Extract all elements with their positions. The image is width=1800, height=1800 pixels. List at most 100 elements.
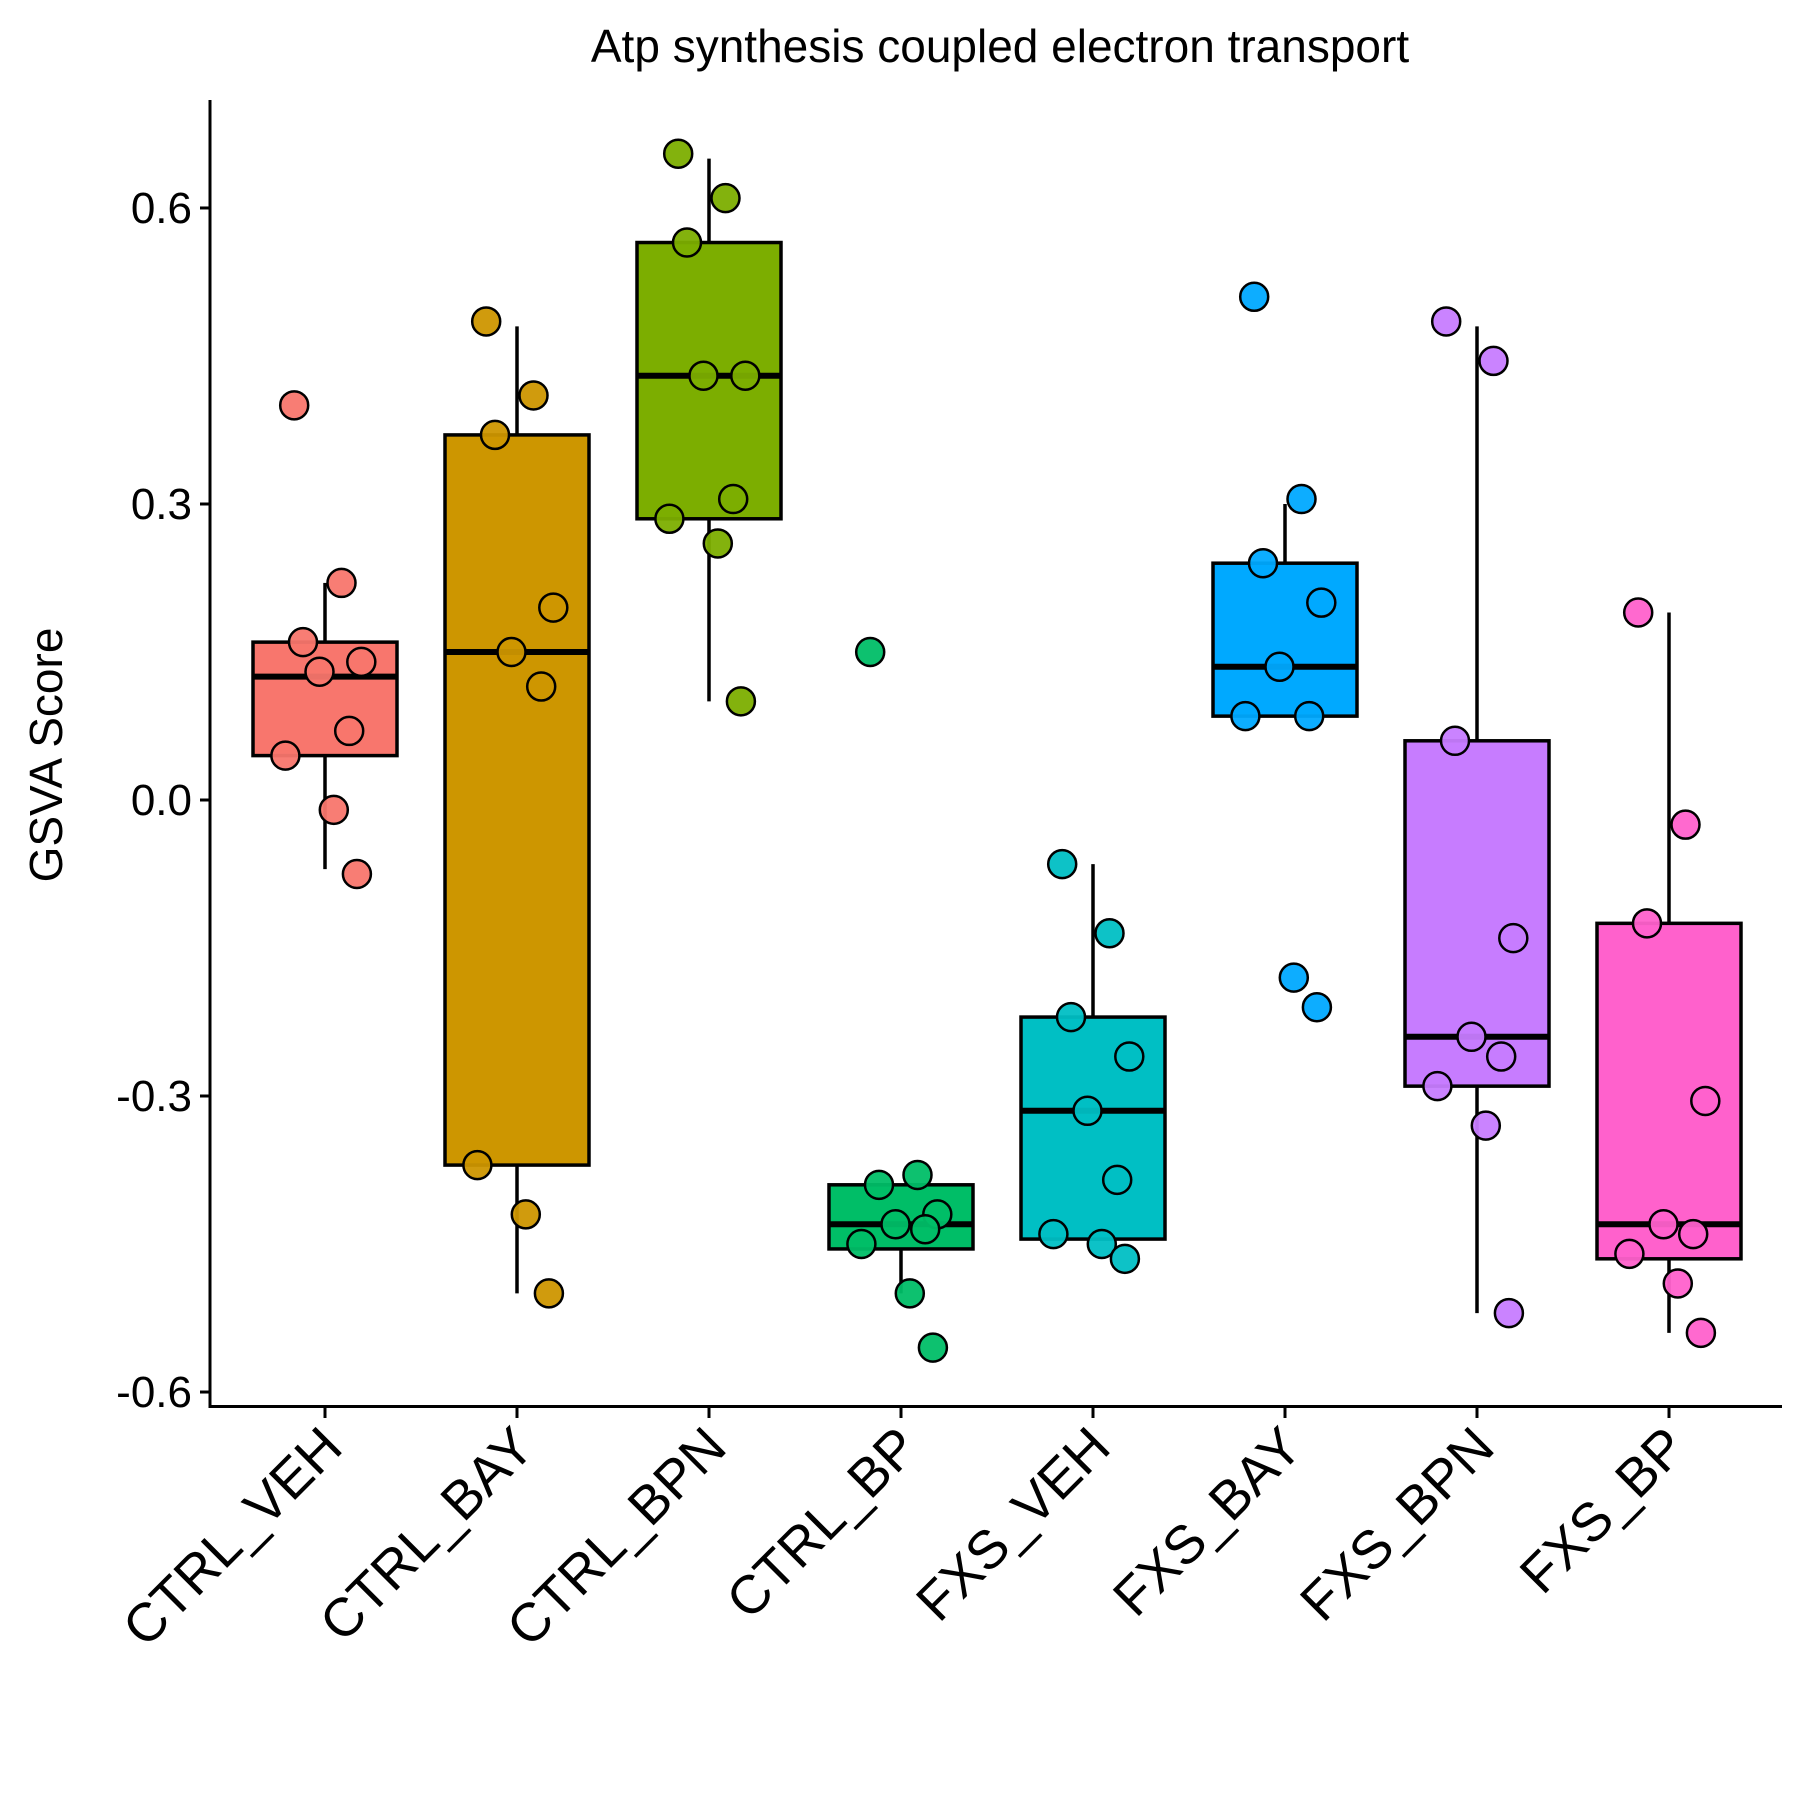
data-point	[1278, 962, 1310, 993]
y-tick-label: -0.6	[116, 1368, 192, 1417]
x-tick-label: FXS_BPN	[1289, 1416, 1505, 1632]
data-point	[1622, 597, 1654, 628]
data-point	[671, 227, 703, 258]
data-point	[1286, 483, 1317, 515]
data-point	[304, 656, 335, 687]
box-body	[1019, 1015, 1167, 1241]
data-point	[1306, 587, 1337, 618]
box-group-ctrl-bp	[827, 636, 975, 1363]
data-point	[1055, 1001, 1087, 1033]
data-point	[270, 740, 301, 771]
data-point	[1498, 922, 1529, 954]
data-point	[1264, 651, 1295, 683]
data-point	[1690, 1085, 1721, 1117]
box-group-ctrl-bpn	[635, 138, 783, 717]
y-tick-label: -0.3	[116, 1072, 192, 1121]
box-body	[443, 433, 591, 1167]
data-point	[1677, 1218, 1709, 1250]
box-body	[1211, 561, 1359, 718]
data-point	[462, 1149, 493, 1181]
box-group-ctrl-veh	[251, 390, 399, 890]
box-group-fxs-bpn	[1403, 306, 1551, 1329]
x-tick-label: FXS_BP	[1509, 1416, 1698, 1605]
data-point	[1072, 1095, 1103, 1127]
data-point	[710, 182, 741, 214]
data-point	[909, 1213, 941, 1245]
data-point	[730, 360, 761, 391]
data-point	[854, 636, 886, 668]
data-point	[318, 794, 350, 826]
data-point	[917, 1332, 949, 1363]
x-tick-label: CTRL_BP	[715, 1416, 929, 1630]
data-point	[1038, 1218, 1069, 1250]
chart-title: Atp synthesis coupled electron transport	[591, 20, 1409, 72]
data-point	[525, 671, 557, 702]
data-point	[346, 646, 377, 678]
data-point	[278, 390, 310, 421]
data-point	[1094, 917, 1125, 949]
data-point	[496, 636, 527, 668]
data-point	[287, 626, 319, 658]
data-point	[863, 1169, 895, 1201]
data-point	[1670, 809, 1701, 840]
box-group-fxs-veh	[1019, 848, 1167, 1275]
data-point	[1485, 1041, 1517, 1072]
data-point	[1230, 700, 1261, 732]
data-point	[1456, 1021, 1487, 1053]
data-point	[1238, 281, 1270, 313]
data-point	[1662, 1268, 1694, 1299]
data-point	[702, 528, 734, 559]
data-point	[1101, 1164, 1133, 1196]
y-axis: 0.6 0.3 0.0 -0.3 -0.6	[116, 184, 210, 1417]
box-group-fxs-bay	[1211, 281, 1359, 1023]
data-point	[717, 483, 749, 515]
x-tick-label: FXS_VEH	[905, 1416, 1121, 1632]
data-point	[510, 1199, 542, 1230]
data-point	[341, 858, 373, 890]
data-point	[1430, 306, 1462, 337]
data-point	[1422, 1070, 1453, 1102]
data-point	[902, 1159, 933, 1191]
data-point	[1301, 991, 1333, 1023]
plot-area	[251, 138, 1743, 1363]
data-point	[1109, 1243, 1141, 1275]
data-point	[1086, 1228, 1118, 1260]
box-body	[1595, 921, 1743, 1261]
data-point	[518, 380, 549, 411]
data-point	[1631, 908, 1663, 939]
data-point	[894, 1278, 926, 1309]
x-tick-label: FXS_BAY	[1102, 1416, 1314, 1628]
data-point	[725, 686, 757, 717]
data-point	[1114, 1041, 1145, 1072]
data-point	[880, 1209, 911, 1240]
data-point	[1685, 1317, 1717, 1349]
data-point	[654, 503, 685, 535]
data-point	[326, 567, 357, 599]
box-group-fxs-bp	[1595, 597, 1743, 1349]
y-tick-label: 0.0	[131, 776, 192, 825]
data-point	[688, 360, 719, 391]
data-point	[1439, 725, 1471, 757]
data-point	[846, 1228, 877, 1260]
data-point	[1478, 345, 1509, 377]
data-point	[333, 715, 365, 747]
data-point	[1470, 1110, 1502, 1141]
data-point	[1614, 1238, 1645, 1270]
data-point	[1648, 1209, 1679, 1240]
data-point	[1493, 1297, 1525, 1329]
data-point	[1247, 547, 1279, 579]
y-tick-label: 0.3	[131, 480, 192, 529]
data-point	[1293, 700, 1325, 732]
y-tick-label: 0.6	[131, 184, 192, 233]
y-axis-label: GSVA Score	[20, 628, 72, 883]
x-tick-label: CTRL_VEH	[112, 1416, 354, 1658]
data-point	[533, 1278, 565, 1309]
box-group-ctrl-bay	[443, 306, 591, 1309]
data-point	[470, 306, 502, 337]
data-point	[479, 419, 511, 451]
data-point	[538, 592, 569, 623]
x-axis: CTRL_VEHCTRL_BAYCTRL_BPNCTRL_BPFXS_VEHFX…	[112, 1408, 1698, 1658]
data-point	[1046, 848, 1078, 880]
data-point	[662, 138, 694, 169]
